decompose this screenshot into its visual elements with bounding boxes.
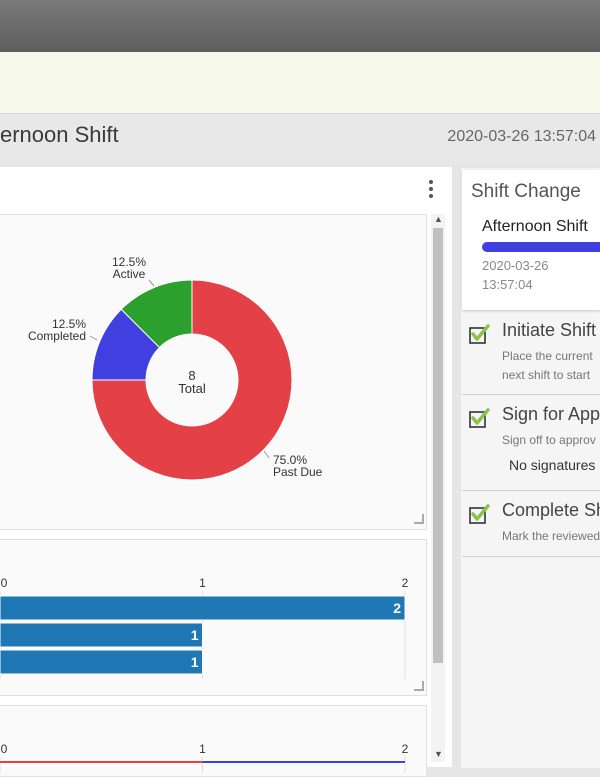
step-description: Sign off to approv — [502, 433, 596, 447]
bar-value-label: 1 — [191, 627, 199, 643]
checkbox-checked-icon[interactable] — [468, 502, 492, 531]
step-complete-shift[interactable]: Complete Sh Mark the reviewed — [462, 496, 600, 557]
pie-slice-past-due[interactable] — [91, 279, 293, 481]
pie-label-pastdue-pct: 75.0% — [273, 453, 307, 467]
pie-label-active-pct: 12.5% — [112, 255, 146, 269]
scroll-down-icon[interactable]: ▼ — [434, 749, 443, 759]
shift-time: 13:57:04 — [482, 277, 533, 292]
step-description: Mark the reviewed — [502, 529, 600, 543]
pie-label-completed-pct: 12.5% — [52, 317, 86, 331]
status-donut-chart: 8 Total 12.5% Active 12.5% Completed 75.… — [28, 255, 323, 481]
shift-date: 2020-03-26 — [482, 258, 549, 273]
bar-chart-card-2 — [0, 705, 427, 777]
pie-label-completed: Completed — [28, 329, 86, 343]
shift-progress-bar — [482, 242, 600, 252]
bar[interactable] — [0, 595, 406, 621]
card-resize-handle[interactable] — [414, 514, 424, 524]
signatures-status: No signatures — [509, 457, 596, 473]
bar-value-label: 2 — [393, 600, 401, 616]
bar-value-label: 1 — [191, 654, 199, 670]
donut-total-label: Total — [178, 381, 206, 396]
notice-banner — [0, 52, 600, 114]
bar-tick-label: 0 — [1, 742, 8, 756]
page-title-bar — [0, 114, 600, 164]
app-top-bar — [0, 0, 600, 52]
step-title: Sign for App — [502, 404, 600, 424]
bar-tick-label: 0 — [1, 576, 8, 590]
page-title: ernoon Shift — [0, 122, 119, 147]
bar[interactable] — [0, 622, 203, 648]
step-description: Place the current — [502, 349, 593, 363]
checkbox-checked-icon[interactable] — [468, 322, 492, 351]
more-options-icon[interactable] — [429, 180, 435, 200]
checkbox-checked-icon[interactable] — [468, 406, 492, 435]
shift-change-title: Shift Change — [471, 181, 581, 202]
scrollbar-thumb[interactable] — [433, 228, 443, 663]
step-sign-for-approval[interactable]: Sign for App Sign off to approv No signa… — [462, 400, 600, 491]
page-timestamp: 2020-03-26 13:57:04 — [447, 128, 596, 145]
bar-tick-label: 2 — [402, 742, 409, 756]
bar-tick-label: 2 — [402, 576, 409, 590]
shift-name[interactable]: Afternoon Shift — [482, 218, 588, 235]
pie-label-active: Active — [113, 267, 146, 281]
pie-slice-active[interactable] — [120, 279, 193, 349]
step-description: next shift to start — [502, 368, 591, 382]
shift-change-header: Shift Change Afternoon Shift 2020-03-26 … — [462, 170, 600, 310]
bar-tick-label: 1 — [199, 576, 206, 590]
bar[interactable] — [0, 649, 203, 675]
pie-label-pastdue: Past Due — [273, 465, 323, 479]
bar-chart: 0 1 2 2 1 1 — [0, 576, 409, 679]
step-title: Complete Sh — [502, 500, 600, 520]
bar-tick-label: 1 — [199, 742, 206, 756]
bar-chart-2: 0 1 2 — [0, 742, 409, 773]
step-title: Initiate Shift — [502, 320, 597, 340]
donut-total-value: 8 — [188, 368, 195, 383]
step-initiate-shift[interactable]: Initiate Shift Place the current next sh… — [462, 316, 600, 395]
card-resize-handle[interactable] — [414, 681, 424, 691]
scroll-up-icon[interactable]: ▲ — [434, 214, 443, 224]
